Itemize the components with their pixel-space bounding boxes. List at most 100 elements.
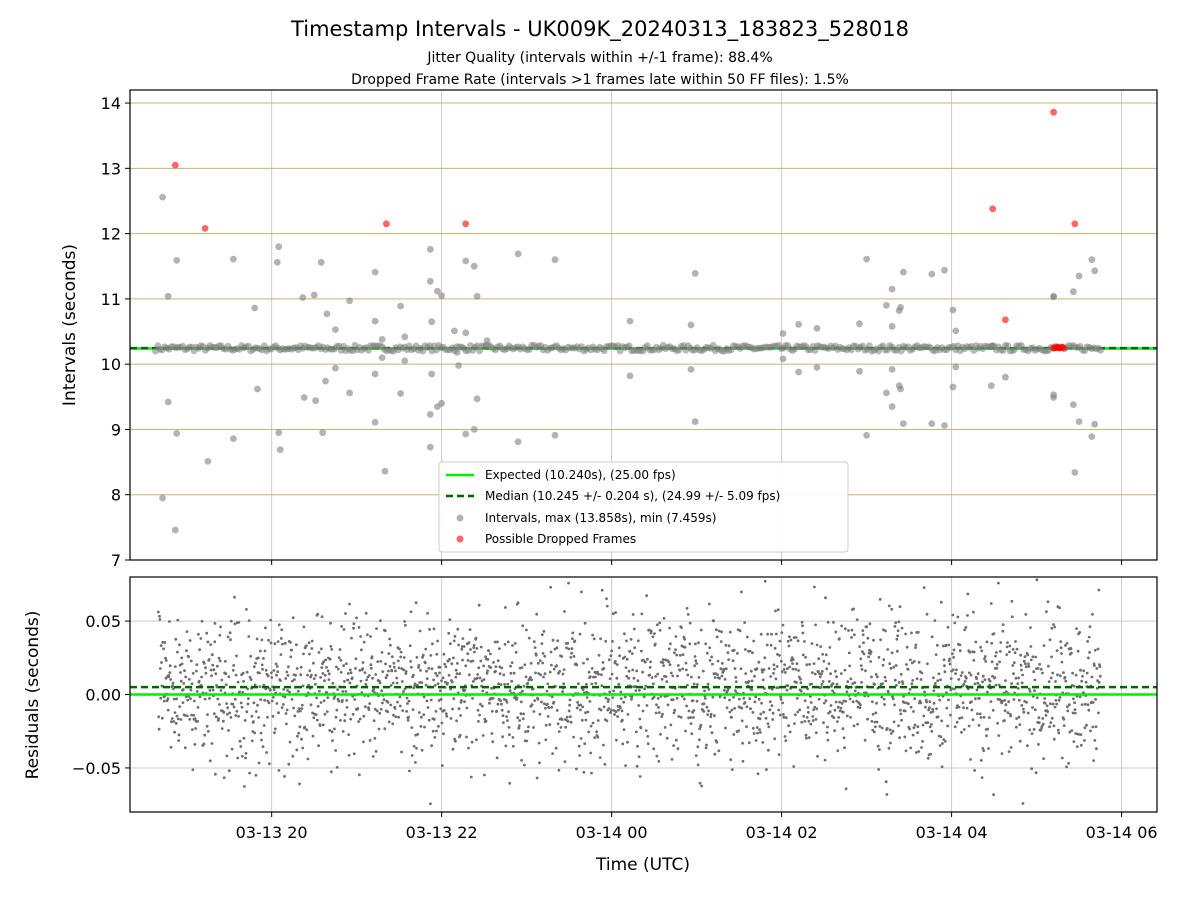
residual-point <box>250 714 254 718</box>
residual-point <box>694 754 698 757</box>
residual-point <box>869 660 873 663</box>
residual-point <box>980 649 984 653</box>
residual-point <box>203 733 207 737</box>
residual-point <box>364 611 368 615</box>
residual-point <box>552 700 556 704</box>
residual-point <box>460 647 464 651</box>
interval-point <box>371 418 379 426</box>
residual-point <box>337 667 340 671</box>
residual-point <box>488 701 491 705</box>
residual-point <box>781 623 785 627</box>
residual-point <box>245 608 248 611</box>
residual-point <box>475 647 479 650</box>
residual-point <box>845 690 849 694</box>
residual-point <box>689 722 693 725</box>
residual-point <box>617 682 621 686</box>
residual-point <box>951 668 955 672</box>
interval-point <box>346 389 353 397</box>
residual-point <box>229 619 233 623</box>
residual-point <box>797 669 800 672</box>
residual-point <box>1078 631 1082 634</box>
residual-point <box>749 707 752 711</box>
interval-point <box>426 443 434 451</box>
residual-point <box>641 709 645 713</box>
legend: Expected (10.240s), (25.00 fps) Median (… <box>438 461 849 553</box>
residual-point <box>254 661 257 665</box>
residual-point <box>1030 767 1034 771</box>
residual-point <box>551 752 554 755</box>
residual-point <box>185 649 188 653</box>
residual-point <box>159 644 163 647</box>
residual-point <box>626 740 629 744</box>
residual-point <box>267 701 271 705</box>
residual-point <box>569 656 573 659</box>
residual-point <box>777 708 781 712</box>
residual-point <box>825 731 829 734</box>
residual-point <box>479 702 482 706</box>
residual-point <box>569 715 572 719</box>
residual-point <box>672 711 676 715</box>
residual-point <box>983 655 987 658</box>
residual-point <box>646 735 650 738</box>
residual-point <box>652 695 656 699</box>
residual-point <box>985 690 989 694</box>
interval-point <box>451 327 458 335</box>
residual-point <box>512 671 516 675</box>
residual-point <box>171 681 175 685</box>
residual-point <box>352 626 355 630</box>
residual-point <box>717 749 721 753</box>
residual-point <box>279 679 282 682</box>
residual-point <box>886 648 890 651</box>
residual-point <box>693 655 697 658</box>
residual-point <box>465 706 469 710</box>
residual-point <box>975 677 978 681</box>
residual-point <box>845 714 849 718</box>
residual-point <box>299 665 303 669</box>
residual-point <box>425 699 429 703</box>
residual-point <box>536 697 540 701</box>
residual-point <box>455 672 459 676</box>
residual-point <box>793 713 797 717</box>
residual-point <box>471 659 475 663</box>
residual-point <box>838 637 841 640</box>
residual-point <box>1065 765 1068 769</box>
residual-point <box>195 669 198 673</box>
residual-point <box>288 690 291 694</box>
residual-point <box>663 726 667 729</box>
residual-point <box>711 662 714 666</box>
residual-point <box>390 669 394 673</box>
residual-point <box>913 723 917 727</box>
residual-point <box>650 676 654 679</box>
residual-point <box>913 697 917 700</box>
residual-point <box>506 719 509 722</box>
residual-point <box>793 722 796 725</box>
residual-point <box>1050 626 1054 630</box>
residual-point <box>326 696 330 699</box>
residual-point <box>605 597 608 601</box>
residual-point <box>1081 674 1084 678</box>
residual-point <box>218 633 222 637</box>
residual-point <box>505 715 508 718</box>
residual-point <box>218 703 221 706</box>
residual-point <box>645 594 648 598</box>
residual-point <box>668 626 671 630</box>
residual-point <box>658 621 662 625</box>
residual-point <box>839 706 843 710</box>
residual-point <box>661 712 664 716</box>
residual-point <box>722 688 726 692</box>
residual-point <box>1004 690 1008 693</box>
interval-point <box>434 287 441 295</box>
residual-point <box>464 664 468 668</box>
residual-point <box>431 729 435 733</box>
residual-point <box>963 628 967 632</box>
residual-point <box>947 698 950 702</box>
residual-point <box>220 678 224 682</box>
residual-point <box>294 673 297 677</box>
residual-point <box>438 665 442 669</box>
residual-point <box>771 711 775 715</box>
interval-point <box>626 372 634 380</box>
residual-point <box>388 637 391 641</box>
residual-point <box>922 714 926 718</box>
residual-point <box>642 695 646 699</box>
residual-point <box>753 700 757 704</box>
